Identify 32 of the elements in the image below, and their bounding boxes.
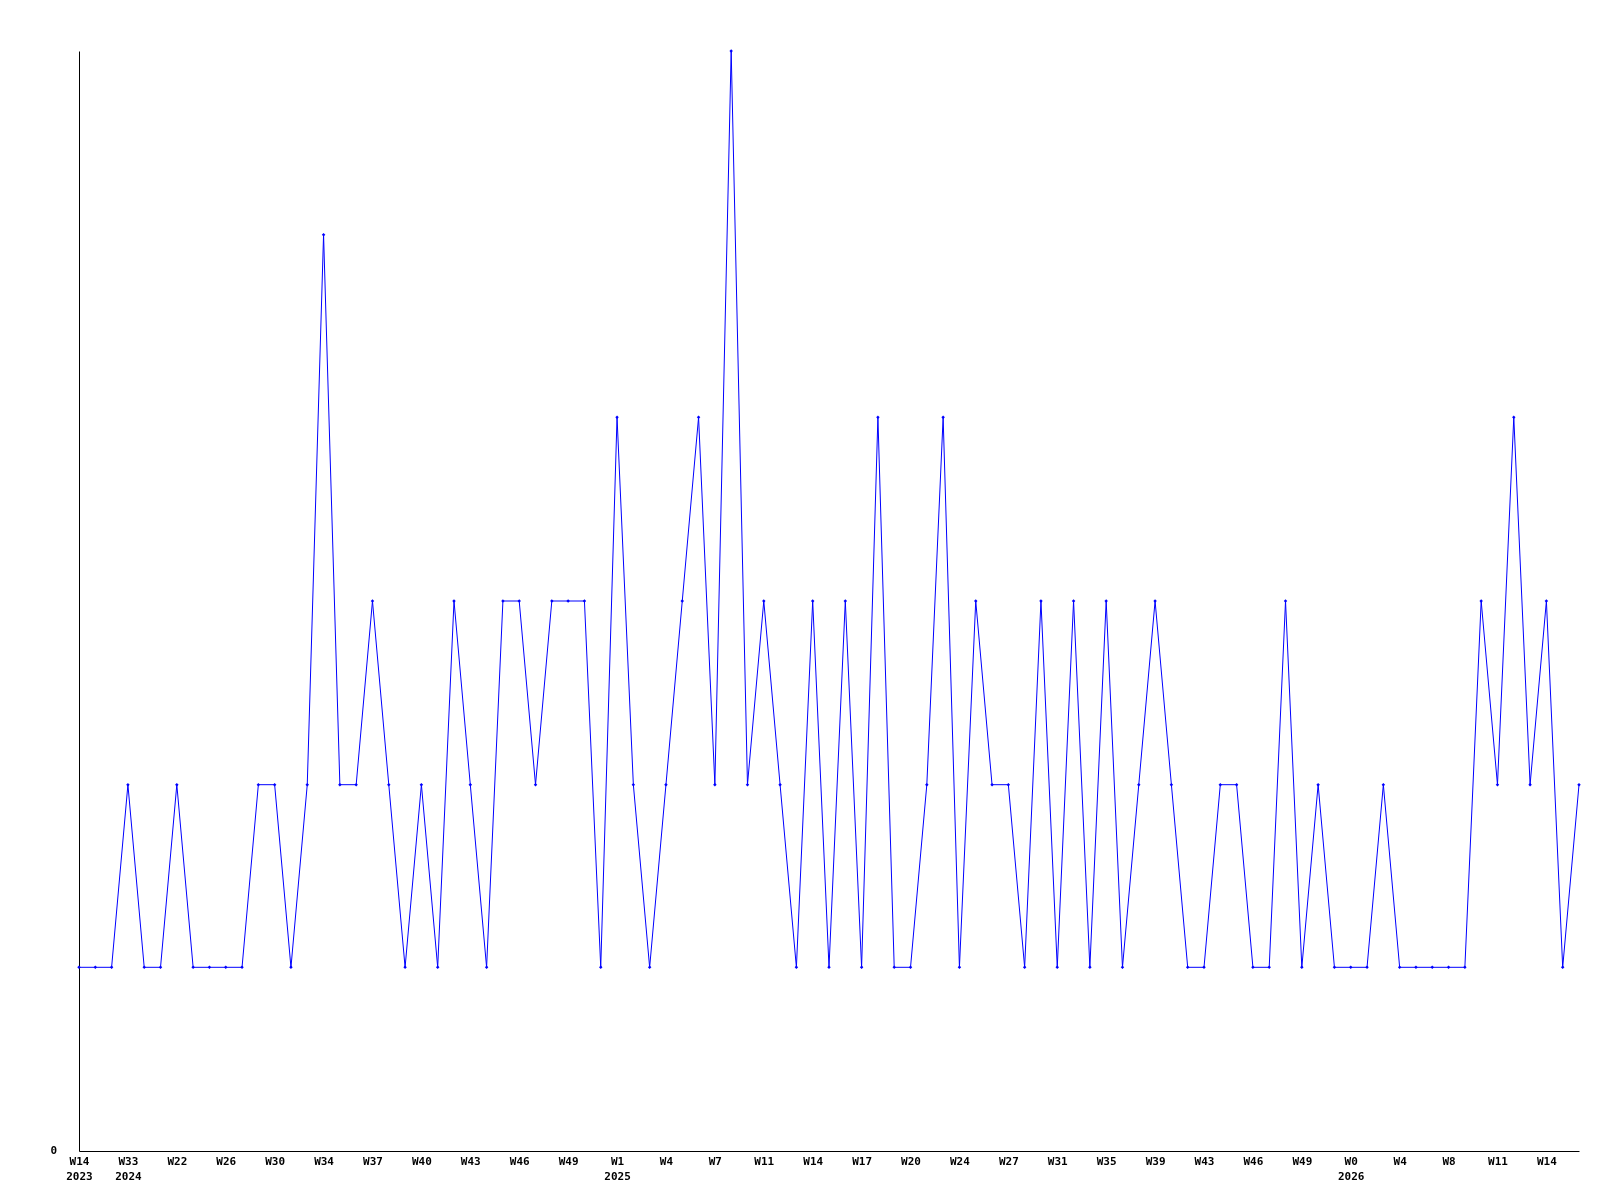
x-tick-label: W17: [852, 1154, 873, 1168]
x-tick-label: W49: [1292, 1154, 1313, 1168]
x-tick-label: W11: [754, 1154, 775, 1168]
x-tick-label: W34: [314, 1154, 335, 1168]
x-tick-label: W0 2026: [1337, 1154, 1365, 1183]
x-tick-label: W1 2025: [604, 1154, 631, 1183]
x-tick-label: W39: [1145, 1154, 1166, 1168]
x-tick-label: W35: [1096, 1154, 1117, 1168]
x-tick-label: W43: [1194, 1154, 1215, 1168]
x-tick-label: W14: [1536, 1154, 1558, 1168]
x-tick-label: W31: [1047, 1154, 1069, 1168]
x-tick-label: W46: [1243, 1154, 1264, 1168]
x-tick-label: W14 2023: [66, 1154, 93, 1183]
x-tick-label: W14: [803, 1154, 824, 1168]
x-tick-label: W4: [659, 1154, 674, 1168]
x-tick-label: W46: [509, 1154, 531, 1168]
x-tick-label: W20: [901, 1154, 921, 1168]
x-tick-label: W30: [265, 1154, 286, 1168]
x-tick-label: W33 2024: [115, 1154, 143, 1183]
x-tick-label: W43: [460, 1154, 481, 1168]
x-tick-label: W24: [950, 1154, 971, 1168]
x-tick-label: W26: [216, 1154, 237, 1168]
x-tick-label: W49: [558, 1154, 579, 1168]
x-tick-label: W7: [708, 1154, 722, 1168]
x-tick-label: W37: [363, 1154, 383, 1168]
x-tick-label: W22: [167, 1154, 188, 1168]
x-tick-label: W8: [1442, 1154, 1456, 1168]
x-tick-label: W4: [1393, 1154, 1408, 1168]
x-tick-label: W27: [998, 1154, 1019, 1168]
x-tick-label: W11: [1488, 1154, 1509, 1168]
x-tick-label: W40: [411, 1154, 432, 1168]
text: 0: [50, 1144, 57, 1157]
